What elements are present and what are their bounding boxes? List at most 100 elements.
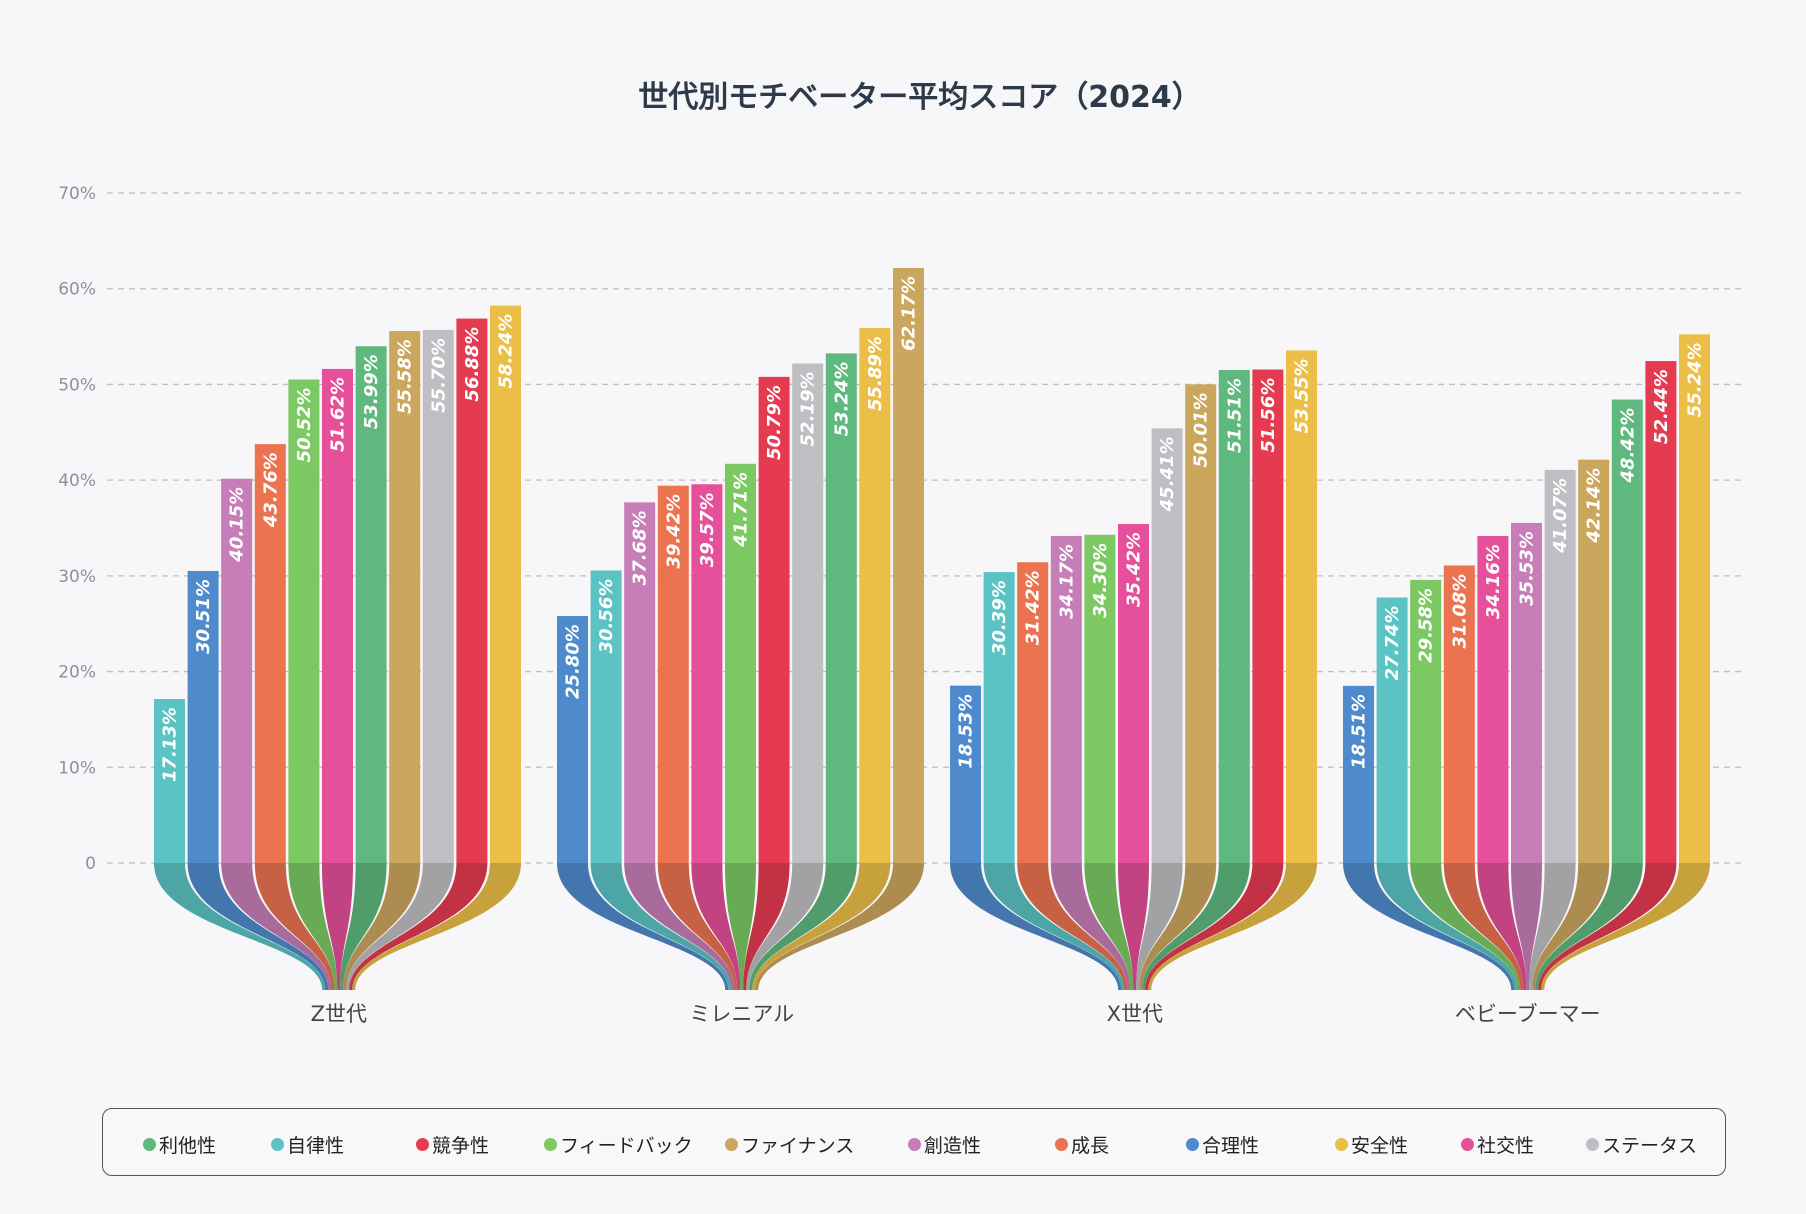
bar <box>355 346 387 863</box>
legend-item[interactable]: 自律性 <box>271 1131 344 1158</box>
data-label: 30.51% <box>193 579 214 654</box>
data-label: 43.76% <box>260 452 281 528</box>
bar <box>1376 597 1408 863</box>
bar <box>590 570 622 863</box>
legend-item[interactable]: 社交性 <box>1461 1131 1534 1158</box>
bar-funnel <box>1529 863 1576 990</box>
data-label: 51.51% <box>1224 378 1245 453</box>
data-label: 52.19% <box>798 371 819 446</box>
legend-item[interactable]: ステータス <box>1586 1131 1697 1158</box>
legend-item[interactable]: 合理性 <box>1186 1131 1259 1158</box>
legend-swatch <box>1055 1138 1068 1151</box>
bar <box>725 463 756 863</box>
bar <box>557 616 588 863</box>
data-label: 30.39% <box>989 580 1010 655</box>
legend-label: 創造性 <box>924 1135 982 1157</box>
data-label: 55.89% <box>865 336 886 411</box>
legend-item[interactable]: 安全性 <box>1335 1131 1408 1158</box>
bar-funnel <box>691 863 741 990</box>
y-tick-label: 70% <box>58 184 96 204</box>
bar-funnel <box>749 863 857 990</box>
bar-funnel <box>1538 863 1677 990</box>
bar <box>1218 369 1250 863</box>
bar-funnel <box>1142 863 1250 990</box>
bar <box>893 267 924 863</box>
y-tick-label: 30% <box>58 567 96 587</box>
legend-label: ステータス <box>1602 1135 1698 1157</box>
legend-item[interactable]: フィードバック <box>544 1131 693 1158</box>
bar <box>624 502 656 863</box>
data-label: 62.17% <box>899 276 920 351</box>
legend-item[interactable]: ファイナンス <box>725 1131 854 1158</box>
data-label: 53.99% <box>361 354 382 429</box>
bar <box>825 353 857 863</box>
bar <box>1679 334 1710 863</box>
bar-funnel <box>352 863 521 990</box>
legend: 利他性 自律性 競争性 フィードバック ファイナンス 創造性 成長 合理性 安全性 社交性 ステータ… <box>102 1108 1726 1176</box>
bar <box>657 485 689 863</box>
bar-funnel <box>1017 863 1128 990</box>
bar <box>859 328 891 863</box>
bar-funnel <box>322 863 353 990</box>
legend-swatch <box>544 1138 557 1151</box>
bar-funnel <box>755 863 924 990</box>
bar <box>758 376 790 863</box>
data-label: 50.01% <box>1191 392 1212 467</box>
bar-funnel <box>221 863 332 990</box>
y-tick-label: 10% <box>58 758 96 778</box>
bar-funnel <box>1050 863 1131 990</box>
bar-funnel <box>1118 863 1149 990</box>
bar-funnel <box>1084 863 1134 990</box>
bar <box>322 368 353 863</box>
bar-group: 18.51% 27.74% 29.58% 31.08% 34.16% 35.53% 41.0… <box>1343 334 1710 1026</box>
data-label: 53.55% <box>1292 358 1313 433</box>
bar <box>1118 523 1149 863</box>
legend-swatch <box>908 1138 921 1151</box>
bar <box>1151 428 1183 863</box>
bar <box>187 570 219 863</box>
data-label: 42.14% <box>1584 468 1605 544</box>
x-category-label: Z世代 <box>311 1002 367 1026</box>
bar <box>1185 384 1217 863</box>
bar-funnel <box>1145 863 1284 990</box>
bar <box>691 484 723 863</box>
bar-funnel <box>349 863 488 990</box>
legend-item[interactable]: 成長 <box>1055 1131 1109 1158</box>
legend-label: 社交性 <box>1477 1135 1535 1157</box>
bar-funnel <box>983 863 1125 990</box>
bar-funnel <box>346 863 454 990</box>
data-label: 31.08% <box>1449 574 1470 649</box>
x-category-label: X世代 <box>1107 1002 1163 1026</box>
bar <box>1443 565 1475 863</box>
data-label: 31.42% <box>1023 570 1044 645</box>
bar-funnel <box>1136 863 1183 990</box>
legend-item[interactable]: 競争性 <box>416 1131 489 1158</box>
data-label: 56.88% <box>462 327 483 402</box>
data-label: 27.74% <box>1382 605 1403 680</box>
y-tick-label: 0 <box>85 854 96 874</box>
data-label: 53.24% <box>831 361 852 436</box>
data-label: 34.16% <box>1483 544 1504 619</box>
legend-swatch <box>1335 1138 1348 1151</box>
bar-funnel <box>1511 863 1542 990</box>
legend-item[interactable]: 利他性 <box>143 1131 216 1158</box>
bar <box>1645 361 1677 863</box>
bar <box>1578 459 1610 863</box>
data-label: 18.53% <box>956 694 977 769</box>
bar-funnel <box>1535 863 1643 990</box>
bar-funnel <box>590 863 732 990</box>
bar-funnel <box>1410 863 1521 990</box>
bar <box>1410 579 1442 863</box>
data-label: 58.24% <box>496 314 517 389</box>
bar-funnel <box>1477 863 1527 990</box>
bar <box>456 318 488 863</box>
bar <box>1286 350 1317 863</box>
bar-funnel <box>743 863 790 990</box>
bar-funnel <box>557 863 729 990</box>
legend-item[interactable]: 創造性 <box>908 1131 981 1158</box>
bar-funnel <box>1532 863 1610 990</box>
data-label: 55.24% <box>1685 342 1706 417</box>
legend-label: 成長 <box>1071 1135 1110 1157</box>
bar-group: 18.53% 30.39% 31.42% 34.17% 34.30% 35.42% 45.4… <box>950 350 1317 1026</box>
